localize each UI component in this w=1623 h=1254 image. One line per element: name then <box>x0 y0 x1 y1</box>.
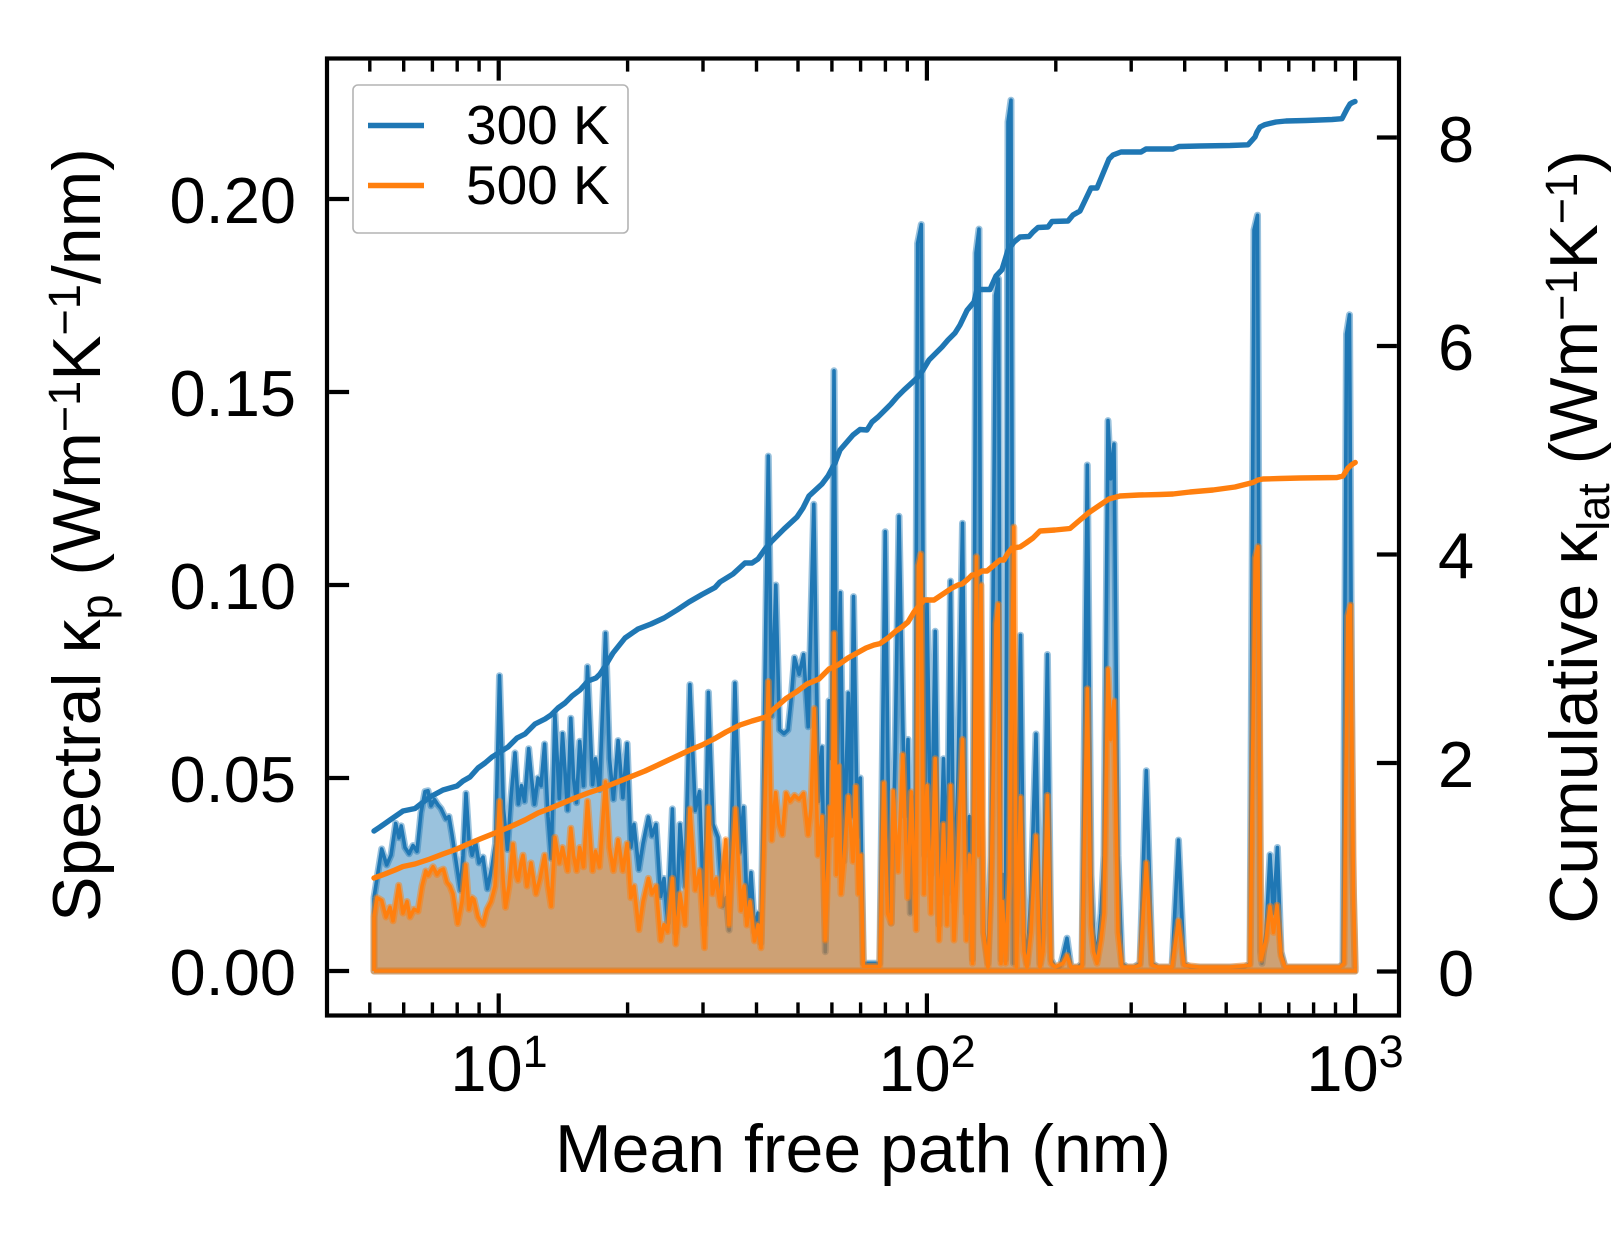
svg-text:2: 2 <box>1438 728 1474 801</box>
svg-text:4: 4 <box>1438 519 1474 592</box>
svg-text:0.10: 0.10 <box>169 550 296 623</box>
svg-text:500 K: 500 K <box>466 154 610 216</box>
svg-text:0: 0 <box>1438 937 1474 1010</box>
svg-text:8: 8 <box>1438 103 1474 176</box>
svg-text:Cumulative κlat​ (Wm−1​K−1​): Cumulative κlat​ (Wm−1​K−1​) <box>1536 150 1619 924</box>
svg-text:300 K: 300 K <box>466 94 610 156</box>
svg-text:0.15: 0.15 <box>169 357 296 430</box>
svg-text:Spectral κp​ (Wm−1​K−1​/nm): Spectral κp​ (Wm−1​K−1​/nm) <box>39 148 122 922</box>
svg-text:102: 102 <box>878 1026 975 1105</box>
svg-text:0.05: 0.05 <box>169 743 296 816</box>
svg-text:Mean free path (nm): Mean free path (nm) <box>555 1111 1171 1187</box>
svg-text:6: 6 <box>1438 311 1474 384</box>
svg-text:0.00: 0.00 <box>169 936 296 1009</box>
svg-text:0.20: 0.20 <box>169 164 296 237</box>
